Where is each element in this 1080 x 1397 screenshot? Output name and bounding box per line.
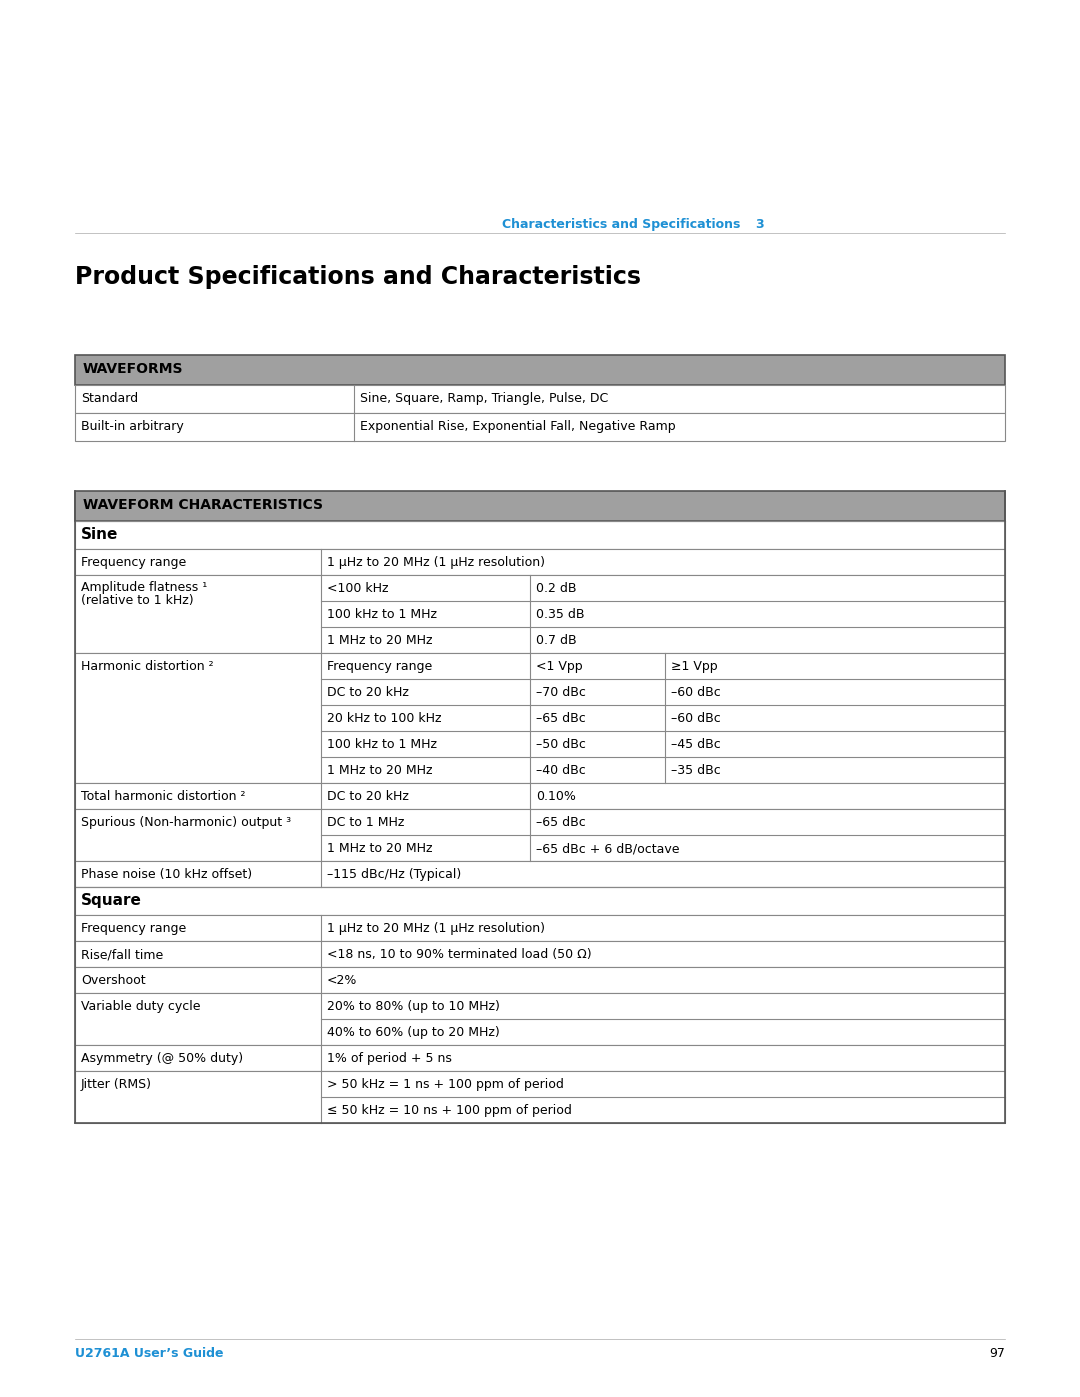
- Text: 1 μHz to 20 MHz (1 μHz resolution): 1 μHz to 20 MHz (1 μHz resolution): [327, 922, 545, 935]
- Bar: [75, 942, 1005, 967]
- Text: WAVEFORM CHARACTERISTICS: WAVEFORM CHARACTERISTICS: [83, 497, 323, 511]
- Text: DC to 1 MHz: DC to 1 MHz: [327, 816, 404, 828]
- Bar: [75, 414, 1005, 441]
- Text: Jitter (RMS): Jitter (RMS): [81, 1078, 152, 1091]
- Text: ≤ 50 kHz = 10 ns + 100 ppm of period: ≤ 50 kHz = 10 ns + 100 ppm of period: [327, 1104, 572, 1118]
- Text: Built-in arbitrary: Built-in arbitrary: [81, 420, 184, 433]
- Text: Sine, Square, Ramp, Triangle, Pulse, DC: Sine, Square, Ramp, Triangle, Pulse, DC: [360, 393, 608, 405]
- Text: <18 ns, 10 to 90% terminated load (50 Ω): <18 ns, 10 to 90% terminated load (50 Ω): [327, 949, 592, 961]
- Bar: [75, 652, 1005, 782]
- Bar: [75, 521, 1005, 549]
- Bar: [75, 549, 1005, 576]
- Text: <100 kHz: <100 kHz: [327, 583, 389, 595]
- Text: Sine: Sine: [81, 527, 119, 542]
- Text: 1 μHz to 20 MHz (1 μHz resolution): 1 μHz to 20 MHz (1 μHz resolution): [327, 556, 545, 569]
- Text: 1 MHz to 20 MHz: 1 MHz to 20 MHz: [327, 842, 432, 855]
- Text: Harmonic distortion ²: Harmonic distortion ²: [81, 659, 214, 673]
- Text: –50 dBc: –50 dBc: [536, 738, 585, 752]
- Text: <2%: <2%: [327, 974, 357, 988]
- Text: 0.35 dB: 0.35 dB: [536, 608, 584, 622]
- Text: Amplitude flatness ¹: Amplitude flatness ¹: [81, 581, 207, 594]
- Text: –45 dBc: –45 dBc: [671, 738, 720, 752]
- Bar: [75, 576, 1005, 652]
- Bar: [75, 861, 1005, 887]
- Text: Frequency range: Frequency range: [327, 659, 432, 673]
- Text: DC to 20 kHz: DC to 20 kHz: [327, 686, 409, 698]
- Text: 100 kHz to 1 MHz: 100 kHz to 1 MHz: [327, 608, 437, 622]
- Text: –60 dBc: –60 dBc: [671, 712, 720, 725]
- Text: Overshoot: Overshoot: [81, 974, 146, 988]
- Bar: [75, 967, 1005, 993]
- Text: 0.10%: 0.10%: [536, 789, 576, 803]
- Text: 20% to 80% (up to 10 MHz): 20% to 80% (up to 10 MHz): [327, 1000, 500, 1013]
- Text: Asymmetry (@ 50% duty): Asymmetry (@ 50% duty): [81, 1052, 243, 1065]
- Text: –65 dBc: –65 dBc: [536, 712, 585, 725]
- Text: Total harmonic distortion ²: Total harmonic distortion ²: [81, 789, 245, 803]
- Text: 1% of period + 5 ns: 1% of period + 5 ns: [327, 1052, 451, 1065]
- Text: 20 kHz to 100 kHz: 20 kHz to 100 kHz: [327, 712, 442, 725]
- Text: Exponential Rise, Exponential Fall, Negative Ramp: Exponential Rise, Exponential Fall, Nega…: [360, 420, 676, 433]
- Text: Variable duty cycle: Variable duty cycle: [81, 1000, 201, 1013]
- Text: 97: 97: [989, 1347, 1005, 1361]
- Text: Frequency range: Frequency range: [81, 922, 186, 935]
- Text: –60 dBc: –60 dBc: [671, 686, 720, 698]
- Text: Product Specifications and Characteristics: Product Specifications and Characteristi…: [75, 265, 642, 289]
- Bar: [75, 1045, 1005, 1071]
- Bar: [75, 809, 1005, 861]
- Text: Characteristics and Specifications: Characteristics and Specifications: [501, 218, 740, 231]
- Text: (relative to 1 kHz): (relative to 1 kHz): [81, 594, 193, 608]
- Text: 3: 3: [755, 218, 764, 231]
- Text: 0.2 dB: 0.2 dB: [536, 583, 577, 595]
- Text: Phase noise (10 kHz offset): Phase noise (10 kHz offset): [81, 868, 252, 882]
- Text: 0.7 dB: 0.7 dB: [536, 634, 577, 647]
- Text: 100 kHz to 1 MHz: 100 kHz to 1 MHz: [327, 738, 437, 752]
- Text: > 50 kHz = 1 ns + 100 ppm of period: > 50 kHz = 1 ns + 100 ppm of period: [327, 1078, 564, 1091]
- Text: U2761A User’s Guide: U2761A User’s Guide: [75, 1347, 224, 1361]
- Bar: [75, 993, 1005, 1045]
- Text: Square: Square: [81, 893, 141, 908]
- Bar: [75, 490, 1005, 521]
- Text: DC to 20 kHz: DC to 20 kHz: [327, 789, 409, 803]
- Text: Rise/fall time: Rise/fall time: [81, 949, 163, 961]
- Text: –35 dBc: –35 dBc: [671, 764, 720, 777]
- Text: –70 dBc: –70 dBc: [536, 686, 585, 698]
- Text: 1 MHz to 20 MHz: 1 MHz to 20 MHz: [327, 634, 432, 647]
- Text: 40% to 60% (up to 20 MHz): 40% to 60% (up to 20 MHz): [327, 1025, 500, 1039]
- Text: Standard: Standard: [81, 393, 138, 405]
- Bar: [75, 782, 1005, 809]
- Bar: [75, 355, 1005, 386]
- Text: ≥1 Vpp: ≥1 Vpp: [671, 659, 717, 673]
- Text: –65 dBc + 6 dB/octave: –65 dBc + 6 dB/octave: [536, 842, 679, 855]
- Text: Spurious (Non-harmonic) output ³: Spurious (Non-harmonic) output ³: [81, 816, 292, 828]
- Text: –115 dBc/Hz (Typical): –115 dBc/Hz (Typical): [327, 868, 461, 882]
- Bar: [75, 887, 1005, 915]
- Bar: [75, 386, 1005, 414]
- Text: 1 MHz to 20 MHz: 1 MHz to 20 MHz: [327, 764, 432, 777]
- Bar: [75, 1071, 1005, 1123]
- Text: –65 dBc: –65 dBc: [536, 816, 585, 828]
- Text: Frequency range: Frequency range: [81, 556, 186, 569]
- Bar: [75, 915, 1005, 942]
- Text: –40 dBc: –40 dBc: [536, 764, 585, 777]
- Text: WAVEFORMS: WAVEFORMS: [83, 362, 184, 376]
- Text: <1 Vpp: <1 Vpp: [536, 659, 582, 673]
